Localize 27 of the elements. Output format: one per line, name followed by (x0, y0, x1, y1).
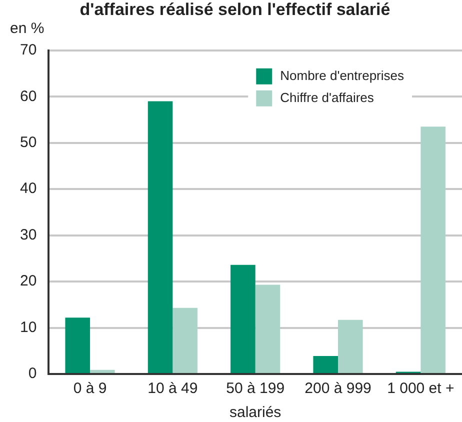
y-tick-label: 40 (20, 180, 37, 198)
y-tick-label: 60 (20, 88, 37, 105)
bar (255, 284, 280, 373)
x-tick-label: 50 à 199 (226, 380, 285, 398)
bar (420, 126, 446, 373)
y-tick-label: 50 (20, 134, 37, 151)
bar (338, 320, 363, 373)
y-tick-label: 70 (20, 42, 37, 59)
x-tick-label: 1 000 et + (387, 380, 454, 398)
bar (230, 264, 256, 373)
x-tick-label: 0 à 9 (73, 380, 107, 398)
bar (90, 370, 115, 373)
y-tick-label: 0 (28, 365, 37, 382)
y-axis-title: en % (10, 20, 44, 38)
bar (65, 318, 90, 373)
y-tick-label: 10 (20, 318, 37, 336)
bar (172, 308, 198, 373)
bar (148, 101, 173, 373)
x-tick-label: 10 à 49 (148, 380, 198, 398)
legend-label: Nombre d'entreprises (280, 68, 404, 83)
y-tick-label: 20 (20, 272, 37, 290)
bar (313, 356, 338, 373)
x-tick-label: 200 à 999 (304, 380, 372, 398)
x-axis-title: salariés (230, 404, 282, 422)
chart-title: d'affaires réalisé selon l'effectif salarié (80, 0, 390, 19)
y-tick-label: 30 (20, 226, 37, 244)
legend-label: Chiffre d'affaires (280, 90, 374, 105)
